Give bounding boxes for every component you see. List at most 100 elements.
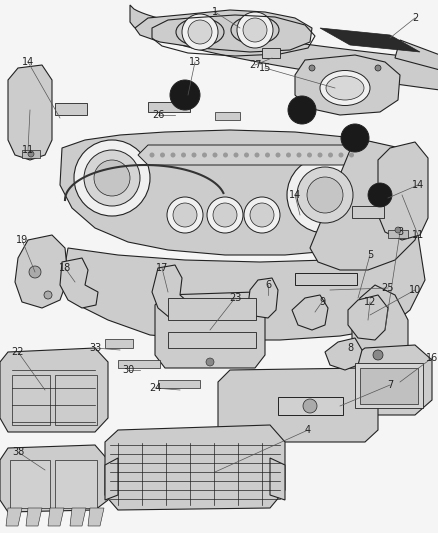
Bar bbox=[278, 397, 343, 415]
Circle shape bbox=[395, 227, 401, 233]
Circle shape bbox=[170, 152, 176, 157]
Polygon shape bbox=[138, 145, 360, 165]
Circle shape bbox=[286, 152, 291, 157]
Circle shape bbox=[191, 152, 197, 157]
Circle shape bbox=[44, 291, 52, 299]
Circle shape bbox=[368, 183, 392, 207]
Text: 14: 14 bbox=[289, 190, 301, 200]
Bar bbox=[355, 363, 423, 408]
Ellipse shape bbox=[320, 70, 370, 106]
Circle shape bbox=[182, 14, 218, 50]
Circle shape bbox=[233, 152, 239, 157]
Circle shape bbox=[28, 151, 34, 157]
Polygon shape bbox=[218, 368, 378, 442]
Circle shape bbox=[373, 350, 383, 360]
Bar bbox=[55, 460, 97, 508]
Text: 26: 26 bbox=[152, 110, 164, 120]
Text: 11: 11 bbox=[412, 230, 424, 240]
Circle shape bbox=[29, 266, 41, 278]
Polygon shape bbox=[348, 295, 388, 340]
Bar bbox=[55, 103, 87, 115]
Bar bbox=[352, 206, 384, 218]
Text: 38: 38 bbox=[12, 447, 24, 457]
Text: 4: 4 bbox=[305, 425, 311, 435]
Polygon shape bbox=[105, 425, 285, 510]
Text: 27: 27 bbox=[249, 60, 261, 70]
Circle shape bbox=[307, 152, 312, 157]
Text: 1: 1 bbox=[212, 7, 218, 17]
Circle shape bbox=[202, 152, 207, 157]
Circle shape bbox=[288, 96, 316, 124]
Circle shape bbox=[254, 152, 259, 157]
Bar bbox=[262, 48, 280, 58]
Circle shape bbox=[223, 152, 228, 157]
Circle shape bbox=[213, 203, 237, 227]
Polygon shape bbox=[270, 458, 285, 500]
Circle shape bbox=[349, 152, 354, 157]
Text: 22: 22 bbox=[12, 347, 24, 357]
Polygon shape bbox=[248, 278, 278, 318]
Circle shape bbox=[265, 152, 270, 157]
Text: 17: 17 bbox=[156, 263, 168, 273]
Polygon shape bbox=[292, 295, 328, 330]
Circle shape bbox=[318, 152, 322, 157]
Polygon shape bbox=[395, 40, 438, 70]
Polygon shape bbox=[135, 10, 312, 52]
Polygon shape bbox=[60, 130, 418, 255]
Bar bbox=[168, 332, 256, 348]
Circle shape bbox=[309, 65, 315, 71]
Text: 8: 8 bbox=[347, 343, 353, 353]
Circle shape bbox=[328, 152, 333, 157]
Text: 15: 15 bbox=[259, 63, 271, 73]
Text: 11: 11 bbox=[22, 145, 34, 155]
Bar bbox=[118, 360, 160, 368]
Circle shape bbox=[84, 150, 140, 206]
Ellipse shape bbox=[326, 76, 364, 100]
Circle shape bbox=[303, 399, 317, 413]
Polygon shape bbox=[352, 285, 408, 380]
Circle shape bbox=[149, 152, 155, 157]
Polygon shape bbox=[0, 445, 108, 512]
Text: 30: 30 bbox=[122, 365, 134, 375]
Circle shape bbox=[237, 12, 273, 48]
Circle shape bbox=[243, 18, 267, 42]
Circle shape bbox=[173, 203, 197, 227]
Polygon shape bbox=[6, 508, 22, 526]
Polygon shape bbox=[62, 235, 425, 340]
Bar bbox=[215, 112, 240, 120]
Circle shape bbox=[160, 152, 165, 157]
Circle shape bbox=[307, 177, 343, 213]
Polygon shape bbox=[295, 55, 400, 115]
Polygon shape bbox=[325, 338, 362, 370]
Circle shape bbox=[170, 80, 200, 110]
Bar bbox=[360, 368, 418, 404]
Circle shape bbox=[74, 140, 150, 216]
Polygon shape bbox=[0, 348, 108, 432]
Circle shape bbox=[287, 157, 363, 233]
Circle shape bbox=[375, 65, 381, 71]
Text: 16: 16 bbox=[426, 353, 438, 363]
Polygon shape bbox=[70, 508, 86, 526]
Polygon shape bbox=[152, 265, 188, 318]
Polygon shape bbox=[105, 458, 118, 500]
Circle shape bbox=[244, 197, 280, 233]
Text: 19: 19 bbox=[16, 235, 28, 245]
Text: 5: 5 bbox=[367, 250, 373, 260]
Circle shape bbox=[250, 203, 274, 227]
Bar bbox=[168, 298, 256, 320]
Text: 7: 7 bbox=[387, 380, 393, 390]
Bar bbox=[148, 102, 190, 112]
Circle shape bbox=[276, 152, 280, 157]
Text: 9: 9 bbox=[319, 297, 325, 307]
Bar bbox=[12, 375, 50, 425]
Text: 10: 10 bbox=[409, 285, 421, 295]
Circle shape bbox=[341, 124, 369, 152]
Text: 14: 14 bbox=[412, 180, 424, 190]
Polygon shape bbox=[310, 138, 425, 270]
Circle shape bbox=[297, 167, 353, 223]
Polygon shape bbox=[48, 508, 64, 526]
Text: 6: 6 bbox=[265, 280, 271, 290]
Circle shape bbox=[94, 160, 130, 196]
Polygon shape bbox=[15, 235, 68, 308]
Polygon shape bbox=[26, 508, 42, 526]
